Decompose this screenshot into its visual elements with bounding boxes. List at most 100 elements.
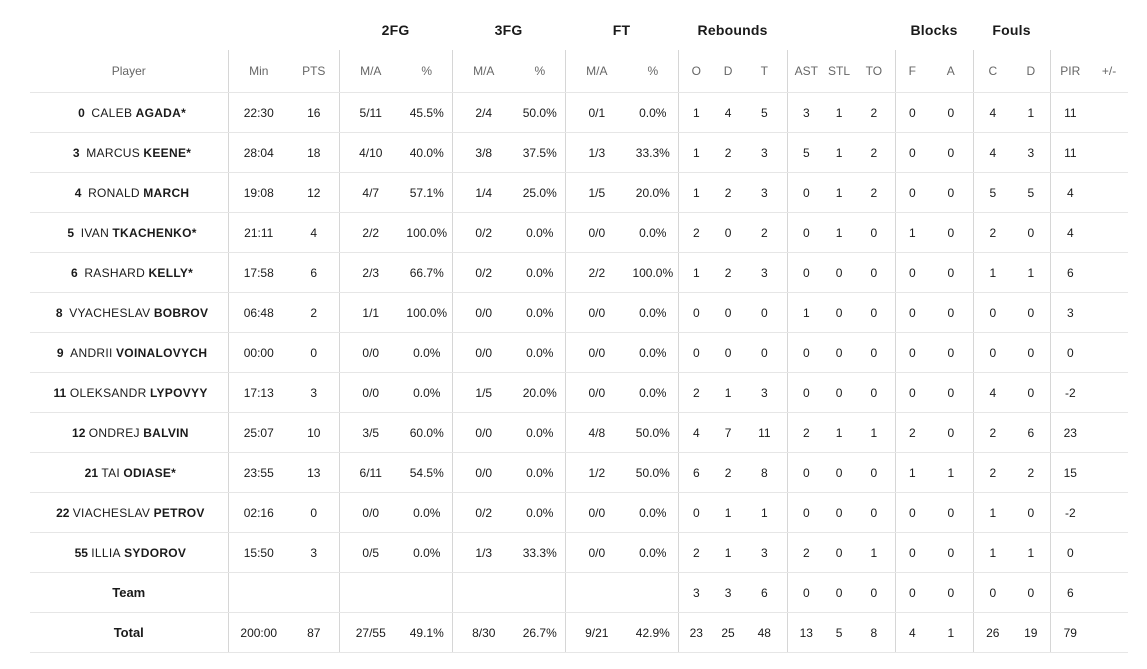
team-label-cell: Team bbox=[30, 572, 228, 613]
header-fls-c: C bbox=[972, 50, 1013, 93]
cell-fg2-pct: 0.0% bbox=[402, 532, 453, 573]
cell-fg3-ma: 8/30 bbox=[451, 612, 516, 653]
header-ast: AST bbox=[786, 50, 826, 93]
cell-fg3-pct: 0.0% bbox=[515, 452, 566, 493]
group-header-row: 2FG 3FG FT Rebounds Blocks Fouls bbox=[30, 10, 1128, 50]
player-row: 5 Ivan Tkachenko* 21:11 4 2/2 100.0% 0/2 0.0% 0/… bbox=[30, 212, 1129, 253]
cell-reb-d: 0 bbox=[714, 292, 743, 333]
cell-fls-c: 2 bbox=[972, 412, 1013, 453]
jersey-number: 6 bbox=[70, 265, 78, 280]
cell-pts: 10 bbox=[289, 412, 339, 453]
cell-reb-o: 23 bbox=[677, 612, 715, 653]
cell-pm bbox=[1090, 572, 1129, 613]
cell-blk-a: 0 bbox=[929, 252, 974, 293]
cell-blk-a: 0 bbox=[929, 172, 974, 213]
player-cell: 12 Ondrej Balvin bbox=[30, 412, 228, 453]
cell-fg3-pct: 25.0% bbox=[515, 172, 566, 213]
cell-pir: 23 bbox=[1049, 412, 1091, 453]
cell-to: 0 bbox=[853, 572, 896, 613]
player-row: 0 Caleb Agada* 22:30 16 5/11 45.5% 2/4 50.0% 0/1… bbox=[30, 92, 1129, 133]
cell-pts: 0 bbox=[289, 332, 339, 373]
cell-pir: 4 bbox=[1049, 212, 1091, 253]
cell-stl: 5 bbox=[825, 612, 854, 653]
player-first-name: Ronald bbox=[88, 185, 140, 200]
cell-fls-c: 1 bbox=[972, 532, 1013, 573]
player-first-name: Illia bbox=[91, 545, 121, 560]
cell-fg3-pct: 0.0% bbox=[515, 292, 566, 333]
jersey-number: 3 bbox=[72, 145, 80, 160]
cell-fls-c: 4 bbox=[972, 372, 1013, 413]
cell-ast: 1 bbox=[786, 292, 826, 333]
cell-reb-t: 3 bbox=[742, 172, 788, 213]
player-cell: 21 Tai Odiase* bbox=[30, 452, 228, 493]
cell-pm bbox=[1090, 332, 1129, 373]
header-pm: +/- bbox=[1090, 50, 1129, 93]
cell-stl: 0 bbox=[825, 532, 854, 573]
cell-fls-c: 0 bbox=[972, 292, 1013, 333]
cell-pts: 87 bbox=[289, 612, 339, 653]
cell-fg2-ma: 1/1 bbox=[338, 292, 402, 333]
cell-blk-a: 0 bbox=[929, 372, 974, 413]
header-reb-t: T bbox=[742, 50, 788, 93]
cell-to: 2 bbox=[853, 92, 896, 133]
player-cell: 0 Caleb Agada* bbox=[30, 92, 228, 133]
cell-blk-f: 0 bbox=[894, 572, 930, 613]
cell-to: 0 bbox=[853, 452, 896, 493]
cell-blk-f: 0 bbox=[894, 172, 930, 213]
player-row: 11 Oleksandr Lypovyy 17:13 3 0/0 0.0% 1/5 20.0%… bbox=[30, 372, 1129, 413]
jersey-number: 5 bbox=[67, 225, 75, 240]
player-row: 22 Viacheslav Petrov 02:16 0 0/0 0.0% 0/2 0.0% 0… bbox=[30, 492, 1129, 533]
cell-reb-o: 2 bbox=[677, 532, 715, 573]
jersey-number: 4 bbox=[74, 185, 82, 200]
cell-ft-pct: 0.0% bbox=[628, 212, 679, 253]
cell-pir: -2 bbox=[1049, 372, 1091, 413]
cell-reb-d: 2 bbox=[714, 452, 743, 493]
cell-ft-ma: 0/1 bbox=[564, 92, 629, 133]
cell-fls-d: 1 bbox=[1012, 92, 1051, 133]
player-last-name: Keene* bbox=[143, 145, 192, 160]
cell-reb-d: 1 bbox=[714, 532, 743, 573]
cell-pm bbox=[1090, 452, 1129, 493]
player-row: 12 Ondrej Balvin 25:07 10 3/5 60.0% 0/0 0.0% 4/8… bbox=[30, 412, 1129, 453]
player-last-name: Tkachenko* bbox=[112, 225, 197, 240]
cell-pir: 79 bbox=[1049, 612, 1091, 653]
cell-to: 1 bbox=[853, 532, 896, 573]
cell-reb-t: 8 bbox=[742, 452, 788, 493]
cell-reb-t: 2 bbox=[742, 212, 788, 253]
cell-ast: 13 bbox=[786, 612, 826, 653]
cell-to: 2 bbox=[853, 132, 896, 173]
header-blk-f: F bbox=[894, 50, 930, 93]
cell-ft-ma: 1/5 bbox=[564, 172, 629, 213]
header-fg3-ma: M/A bbox=[451, 50, 516, 93]
cell-pir: 11 bbox=[1049, 92, 1091, 133]
cell-fls-c: 0 bbox=[972, 332, 1013, 373]
cell-blk-a: 1 bbox=[929, 452, 974, 493]
cell-reb-o: 0 bbox=[677, 492, 715, 533]
cell-blk-f: 0 bbox=[894, 132, 930, 173]
box-score-table: 2FG 3FG FT Rebounds Blocks Fouls Player M… bbox=[30, 10, 1129, 653]
cell-fg2-pct: 40.0% bbox=[402, 132, 453, 173]
player-last-name: Balvin bbox=[143, 425, 189, 440]
player-first-name: Andrii bbox=[70, 345, 113, 360]
cell-fg2-ma: 4/7 bbox=[338, 172, 402, 213]
cell-reb-o: 1 bbox=[677, 92, 715, 133]
cell-fg2-pct: 45.5% bbox=[402, 92, 453, 133]
cell-fg2-pct: 54.5% bbox=[402, 452, 453, 493]
header-stl: STL bbox=[825, 50, 854, 93]
cell-fls-d: 1 bbox=[1012, 252, 1051, 293]
cell-fg3-pct: 0.0% bbox=[515, 492, 566, 533]
player-last-name: Voinalovych bbox=[116, 345, 208, 360]
cell-pm bbox=[1090, 292, 1129, 333]
cell-pm bbox=[1090, 412, 1129, 453]
cell-fg3-ma: 0/2 bbox=[451, 252, 516, 293]
cell-fls-d: 0 bbox=[1012, 492, 1051, 533]
cell-pts: 16 bbox=[289, 92, 339, 133]
cell-to: 2 bbox=[853, 172, 896, 213]
cell-fg2-pct: 100.0% bbox=[402, 212, 453, 253]
cell-reb-t: 3 bbox=[742, 132, 788, 173]
cell-ast: 0 bbox=[786, 252, 826, 293]
cell-reb-d: 2 bbox=[714, 172, 743, 213]
player-last-name: March bbox=[143, 185, 190, 200]
cell-reb-t: 3 bbox=[742, 252, 788, 293]
cell-blk-f: 2 bbox=[894, 412, 930, 453]
